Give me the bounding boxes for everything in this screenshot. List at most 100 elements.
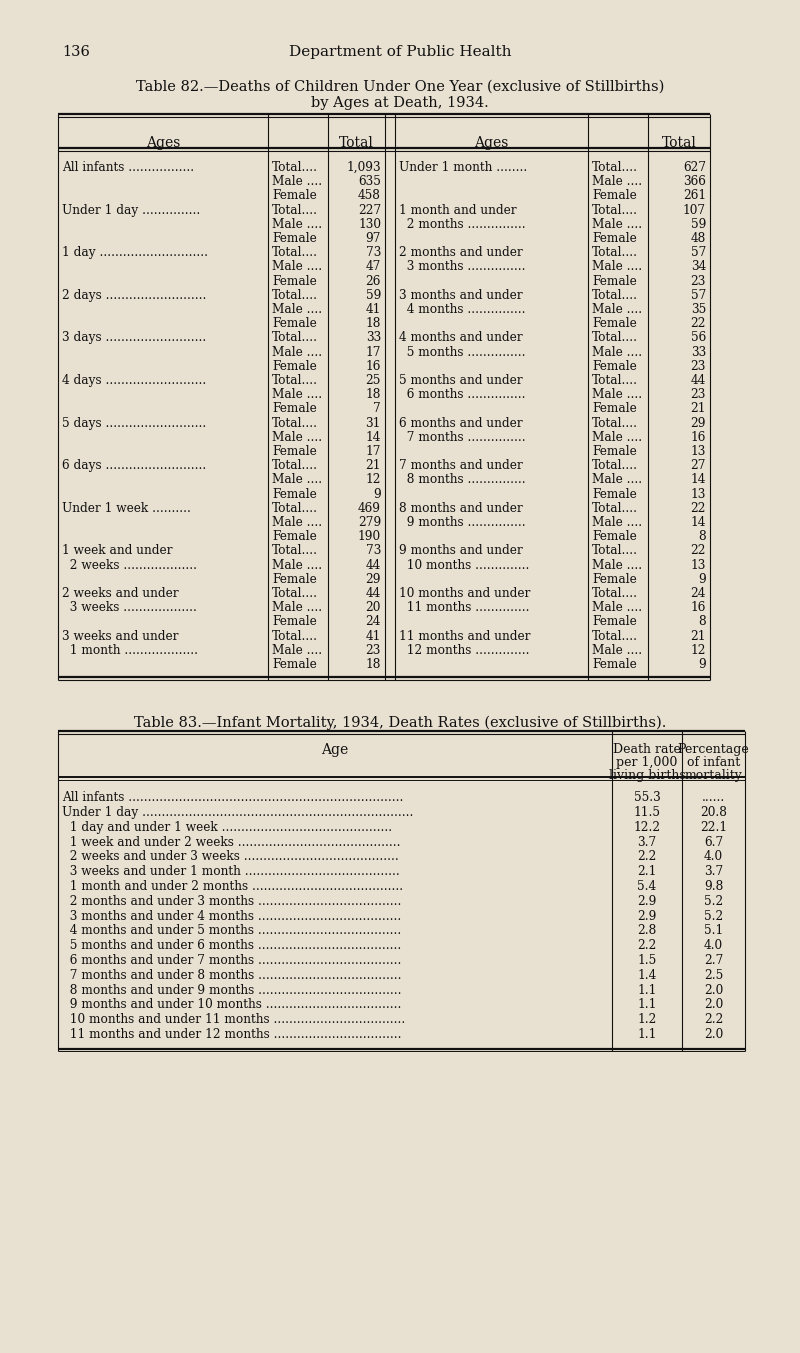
Text: Total....: Total....: [592, 203, 638, 216]
Text: 2 months and under 3 months .....................................: 2 months and under 3 months ............…: [62, 894, 402, 908]
Text: 10 months and under: 10 months and under: [399, 587, 530, 599]
Text: All infants .................: All infants .................: [62, 161, 194, 175]
Text: 5.2: 5.2: [704, 909, 723, 923]
Text: 7 months and under 8 months .....................................: 7 months and under 8 months ............…: [62, 969, 402, 982]
Text: 6 months and under: 6 months and under: [399, 417, 522, 430]
Text: 2 months ...............: 2 months ...............: [399, 218, 526, 231]
Text: 8 months and under: 8 months and under: [399, 502, 522, 514]
Text: Female: Female: [592, 445, 637, 459]
Text: 18: 18: [366, 658, 381, 671]
Text: 136: 136: [62, 45, 90, 60]
Text: 1.5: 1.5: [638, 954, 657, 967]
Text: 13: 13: [690, 559, 706, 571]
Text: 18: 18: [366, 317, 381, 330]
Text: 59: 59: [690, 218, 706, 231]
Text: 41: 41: [366, 303, 381, 317]
Text: Female: Female: [272, 616, 317, 628]
Text: 2.7: 2.7: [704, 954, 723, 967]
Text: Total....: Total....: [592, 629, 638, 643]
Text: Male ....: Male ....: [592, 218, 642, 231]
Text: 2.9: 2.9: [638, 909, 657, 923]
Text: 18: 18: [366, 388, 381, 402]
Text: 31: 31: [366, 417, 381, 430]
Text: Female: Female: [272, 402, 317, 415]
Text: 3 months and under: 3 months and under: [399, 288, 522, 302]
Text: Under 1 day ...............: Under 1 day ...............: [62, 203, 200, 216]
Text: 9 months and under 10 months ...................................: 9 months and under 10 months ...........…: [62, 999, 402, 1012]
Text: 29: 29: [366, 572, 381, 586]
Text: Female: Female: [592, 487, 637, 501]
Text: 9.8: 9.8: [704, 879, 723, 893]
Text: Female: Female: [272, 231, 317, 245]
Text: 14: 14: [366, 430, 381, 444]
Text: 17: 17: [366, 445, 381, 459]
Text: 8: 8: [698, 616, 706, 628]
Text: Total....: Total....: [272, 331, 318, 345]
Text: Under 1 week ..........: Under 1 week ..........: [62, 502, 191, 514]
Text: 12.2: 12.2: [634, 821, 661, 833]
Text: Male ....: Male ....: [592, 345, 642, 359]
Text: 3.7: 3.7: [704, 865, 723, 878]
Text: 5.1: 5.1: [704, 924, 723, 938]
Text: by Ages at Death, 1934.: by Ages at Death, 1934.: [311, 96, 489, 110]
Text: Total....: Total....: [592, 288, 638, 302]
Text: 9 months ...............: 9 months ...............: [399, 515, 526, 529]
Text: Male ....: Male ....: [272, 345, 322, 359]
Text: Female: Female: [272, 487, 317, 501]
Text: 4 months ...............: 4 months ...............: [399, 303, 526, 317]
Text: 1 week and under 2 weeks ..........................................: 1 week and under 2 weeks ...............…: [62, 836, 401, 848]
Text: Table 83.—Infant Mortality, 1934, Death Rates (exclusive of Stillbirths).: Table 83.—Infant Mortality, 1934, Death …: [134, 716, 666, 729]
Text: 1 day and under 1 week ............................................: 1 day and under 1 week .................…: [62, 821, 392, 833]
Text: Under 1 month ........: Under 1 month ........: [399, 161, 527, 175]
Text: 57: 57: [690, 246, 706, 260]
Text: per 1,000: per 1,000: [616, 756, 678, 770]
Text: 3 days ..........................: 3 days ..........................: [62, 331, 206, 345]
Text: Total....: Total....: [272, 417, 318, 430]
Text: 44: 44: [366, 559, 381, 571]
Text: 44: 44: [690, 373, 706, 387]
Text: Total....: Total....: [272, 288, 318, 302]
Text: 26: 26: [366, 275, 381, 288]
Text: 4 months and under 5 months .....................................: 4 months and under 5 months ............…: [62, 924, 402, 938]
Text: ......: ......: [702, 792, 725, 804]
Text: 1 week and under: 1 week and under: [62, 544, 173, 557]
Text: Total....: Total....: [592, 373, 638, 387]
Text: 23: 23: [690, 275, 706, 288]
Text: of infant: of infant: [687, 756, 740, 770]
Text: Table 82.—Deaths of Children Under One Year (exclusive of Stillbirths): Table 82.—Deaths of Children Under One Y…: [136, 80, 664, 93]
Text: 6 months and under 7 months .....................................: 6 months and under 7 months ............…: [62, 954, 402, 967]
Text: Female: Female: [272, 360, 317, 373]
Text: 2 weeks and under 3 weeks ........................................: 2 weeks and under 3 weeks ..............…: [62, 851, 398, 863]
Text: 10 months ..............: 10 months ..............: [399, 559, 530, 571]
Text: Total....: Total....: [272, 629, 318, 643]
Text: 24: 24: [690, 587, 706, 599]
Text: Total....: Total....: [272, 373, 318, 387]
Text: 21: 21: [690, 629, 706, 643]
Text: 2.2: 2.2: [638, 939, 657, 953]
Text: 2.0: 2.0: [704, 1028, 723, 1040]
Text: Male ....: Male ....: [272, 303, 322, 317]
Text: 27: 27: [690, 459, 706, 472]
Text: 73: 73: [366, 246, 381, 260]
Text: 1.1: 1.1: [638, 1028, 657, 1040]
Text: 73: 73: [366, 544, 381, 557]
Text: Ages: Ages: [474, 137, 509, 150]
Text: 13: 13: [690, 445, 706, 459]
Text: 2.5: 2.5: [704, 969, 723, 982]
Text: Female: Female: [272, 317, 317, 330]
Text: Male ....: Male ....: [592, 388, 642, 402]
Text: Male ....: Male ....: [592, 515, 642, 529]
Text: 2.9: 2.9: [638, 894, 657, 908]
Text: 59: 59: [366, 288, 381, 302]
Text: 4.0: 4.0: [704, 851, 723, 863]
Text: Female: Female: [592, 275, 637, 288]
Text: Total....: Total....: [272, 502, 318, 514]
Text: Female: Female: [592, 360, 637, 373]
Text: Total....: Total....: [272, 246, 318, 260]
Text: 5.2: 5.2: [704, 894, 723, 908]
Text: 16: 16: [690, 430, 706, 444]
Text: 7 months ...............: 7 months ...............: [399, 430, 526, 444]
Text: Male ....: Male ....: [272, 515, 322, 529]
Text: 2.8: 2.8: [638, 924, 657, 938]
Text: Female: Female: [272, 445, 317, 459]
